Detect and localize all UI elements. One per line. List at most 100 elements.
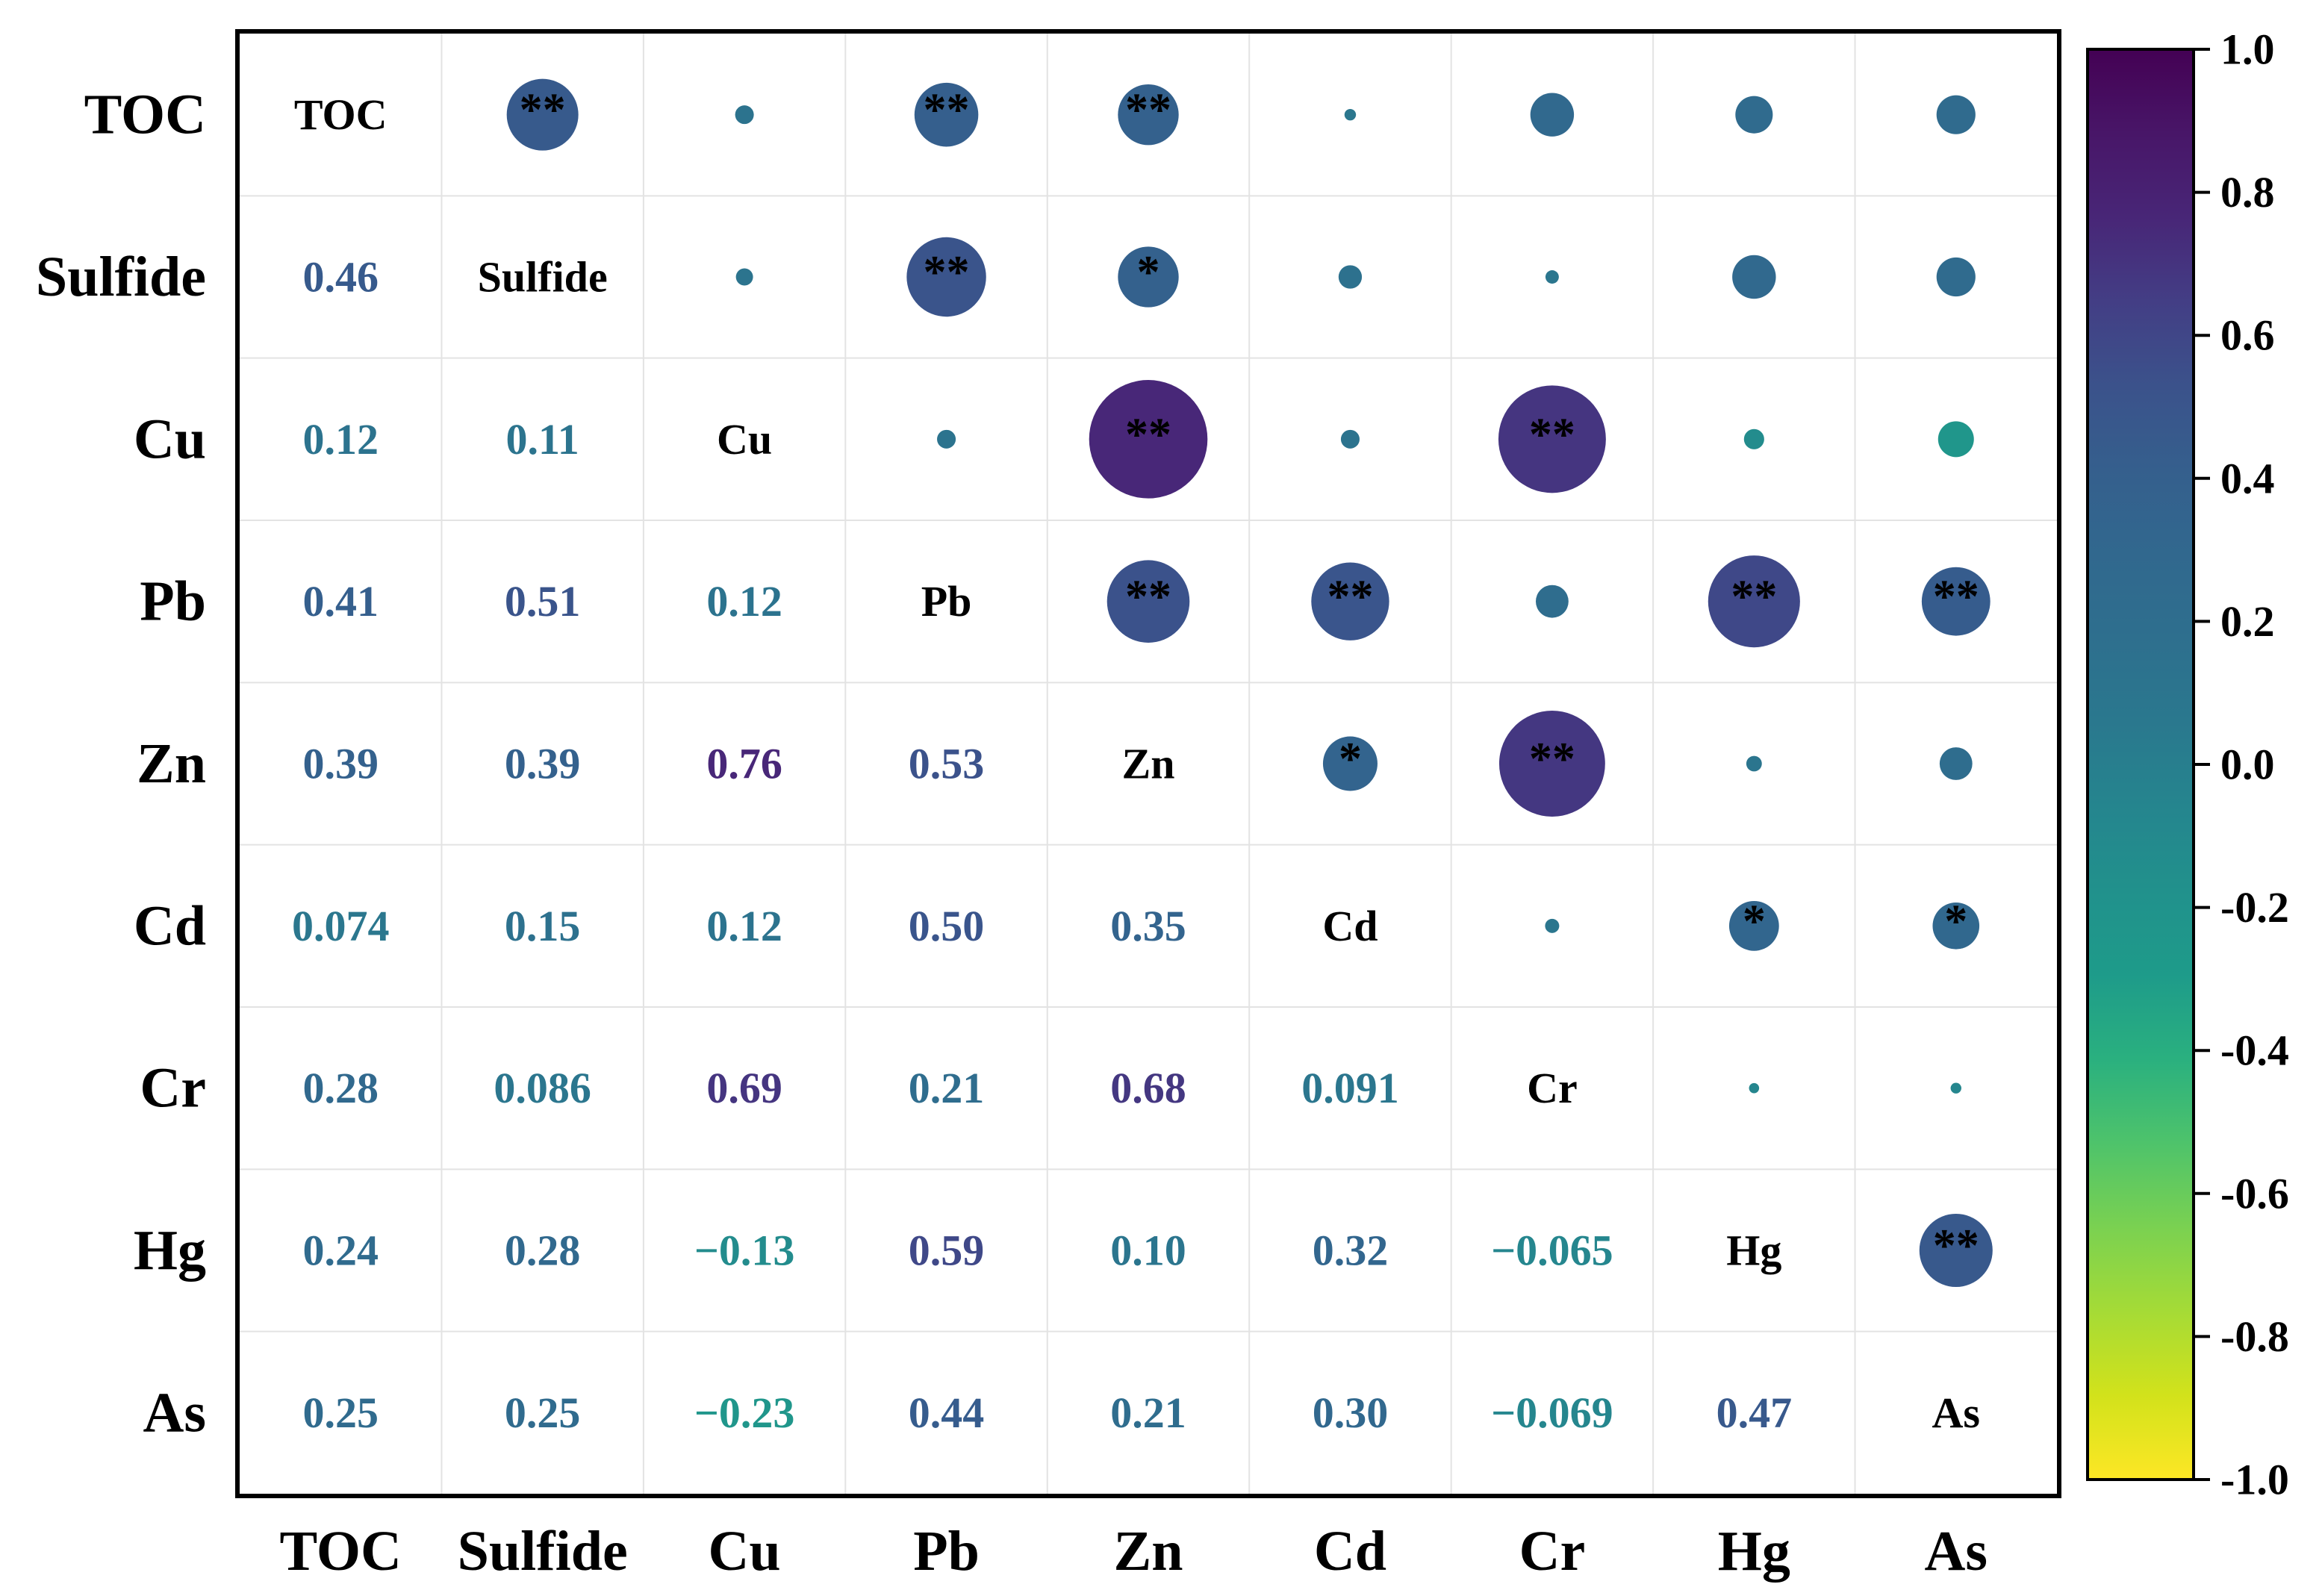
diagonal-label: Cr: [1527, 1064, 1578, 1112]
diagonal-label: As: [1932, 1388, 1980, 1437]
correlation-circle: [1743, 428, 1764, 449]
correlation-circle: [1498, 385, 1606, 493]
correlation-value-label: 0.086: [494, 1064, 591, 1112]
significance-marker: *: [1743, 896, 1766, 947]
significance-marker: **: [1529, 734, 1575, 785]
significance-marker: **: [520, 85, 566, 136]
correlation-circle: [906, 237, 986, 317]
y-axis-tick-label: As: [143, 1381, 206, 1444]
colorbar-tick-label: 0.6: [2220, 311, 2275, 360]
correlation-value-label: 0.25: [505, 1388, 581, 1437]
correlation-value-label: 0.12: [706, 577, 782, 626]
correlation-circle: [735, 105, 754, 125]
correlation-value-label: 0.28: [505, 1226, 581, 1275]
y-axis-tick-label: Cr: [140, 1057, 206, 1120]
x-axis-tick-label: Cr: [1519, 1520, 1586, 1583]
diagonal-label: Cu: [717, 415, 772, 464]
correlation-value-label: 0.11: [506, 415, 579, 464]
correlation-value-label: 0.44: [909, 1388, 985, 1437]
correlation-value-label: 0.41: [302, 577, 379, 626]
correlation-value-label: 0.091: [1301, 1064, 1399, 1112]
colorbar: 1.0 0.8 0.6 0.4 0.2 0.0 -0.2 -0.4 -0.6 -0.8 -1.0: [2086, 25, 2289, 1504]
colorbar-tick-label: 0.8: [2220, 168, 2275, 216]
correlation-circle: [1322, 736, 1378, 791]
significance-marker: **: [1125, 85, 1171, 136]
y-axis-tick-label: Cu: [134, 408, 206, 470]
correlation-circle: [1728, 900, 1779, 951]
correlation-value-label: 0.15: [505, 902, 581, 950]
correlation-value-label: 0.59: [909, 1226, 985, 1275]
significance-marker: *: [1137, 247, 1160, 298]
colorbar-tick-label: -0.6: [2220, 1169, 2289, 1218]
correlation-value-label: 0.10: [1110, 1226, 1186, 1275]
diagonal-label: Hg: [1726, 1226, 1781, 1275]
correlation-circle: [1344, 108, 1357, 121]
correlation-circle: [1936, 95, 1976, 134]
correlation-value-label: 0.53: [909, 740, 985, 788]
colorbar-tick-label: 1.0: [2220, 25, 2275, 74]
correlation-value-label: 0.12: [706, 902, 782, 950]
correlation-circle: [1106, 560, 1190, 643]
significance-marker: *: [1944, 896, 1967, 947]
correlation-circle: [1746, 755, 1762, 772]
correlation-value-label: 0.46: [302, 253, 379, 302]
correlation-circle: [1919, 1213, 1993, 1288]
correlation-circle: [1735, 96, 1773, 134]
correlation-circle: [1937, 421, 1974, 458]
y-axis-tick-label: Hg: [134, 1219, 206, 1282]
x-axis-tick-label: Pb: [913, 1520, 980, 1583]
correlation-value-label: 0.50: [909, 902, 985, 950]
correlation-value-label: 0.21: [1110, 1388, 1186, 1437]
x-axis-tick-label: Zn: [1114, 1520, 1183, 1583]
correlation-circle: [914, 82, 979, 147]
colorbar-tick-label: -0.8: [2220, 1312, 2289, 1361]
diagonal-label: Sulfide: [478, 253, 608, 302]
correlation-value-label: 0.68: [1110, 1064, 1186, 1112]
diagonal-label: Cd: [1322, 902, 1378, 950]
correlation-circle: [1089, 380, 1208, 499]
correlation-value-label: 0.32: [1313, 1226, 1389, 1275]
colorbar-tick-label: 0.2: [2220, 597, 2275, 646]
diagonal-label: Pb: [921, 577, 972, 626]
significance-marker: **: [1933, 1221, 1979, 1271]
colorbar-tick-label: -0.4: [2220, 1026, 2289, 1075]
significance-marker: **: [1529, 409, 1575, 460]
significance-marker: **: [1933, 572, 1979, 623]
colorbar-tick-label: -1.0: [2220, 1456, 2289, 1504]
correlation-circle: [1311, 562, 1389, 640]
correlation-value-label: 0.30: [1313, 1388, 1389, 1437]
significance-marker: **: [924, 85, 970, 136]
y-axis-tick-label: Zn: [137, 732, 206, 795]
x-axis-tick-label: Cu: [709, 1520, 781, 1583]
correlation-value-label: 0.074: [292, 902, 390, 950]
x-axis-tick-label: Hg: [1718, 1520, 1790, 1583]
correlation-circle: [1708, 555, 1800, 648]
y-axis-tick-label: Pb: [140, 570, 206, 633]
correlation-value-label: 0.24: [302, 1226, 379, 1275]
diagonal-label: Zn: [1122, 740, 1175, 788]
correlation-circle: [1338, 265, 1363, 289]
correlation-circle: [1545, 270, 1559, 284]
colorbar-fill: [2088, 49, 2194, 1480]
correlation-value-label: 0.39: [505, 740, 581, 788]
colorbar-tick-label: 0.4: [2220, 454, 2275, 502]
significance-marker: **: [1327, 572, 1373, 623]
diagonal-label: TOC: [294, 90, 387, 139]
correlation-circle: [1732, 255, 1776, 299]
correlation-circle: [1545, 918, 1560, 933]
correlation-circle: [937, 429, 956, 449]
x-axis-tick-label: As: [1925, 1520, 1988, 1583]
correlation-circle: [1939, 747, 1973, 780]
significance-marker: **: [1125, 409, 1171, 460]
correlation-value-label: −0.23: [694, 1388, 795, 1437]
correlation-circle: [1950, 1082, 1961, 1094]
correlation-value-label: −0.065: [1491, 1226, 1613, 1275]
correlation-value-label: 0.51: [505, 577, 581, 626]
correlation-value-label: −0.13: [694, 1226, 795, 1275]
significance-marker: **: [924, 247, 970, 298]
correlation-circle: [1749, 1082, 1760, 1094]
correlation-value-label: 0.47: [1716, 1388, 1793, 1437]
matrix-cells: TOC ** ** **0.46 Sulfide ** *0.12 0.11 Cu ** **0.4…: [292, 78, 1993, 1437]
correlation-circle: [1932, 903, 1980, 950]
